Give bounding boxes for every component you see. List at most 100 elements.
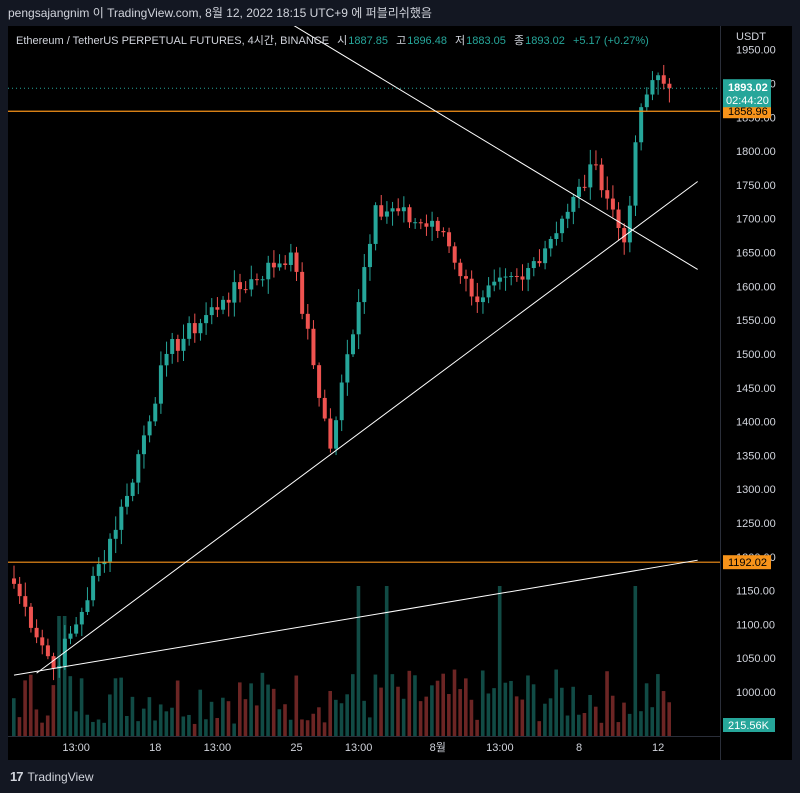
chart-panel[interactable]: 950.001000.001050.001100.001150.001200.0… xyxy=(8,26,792,760)
candle-body xyxy=(260,279,265,281)
low-value: 1883.05 xyxy=(466,35,506,47)
candle-body xyxy=(23,596,28,607)
candle-body xyxy=(271,262,276,268)
candle-body xyxy=(339,382,344,421)
candle-body xyxy=(537,261,542,264)
open-value: 1887.85 xyxy=(348,35,389,47)
volume-bar xyxy=(28,674,33,736)
footer: 17 TradingView xyxy=(0,760,800,793)
volume-bar xyxy=(610,695,615,736)
volume-bar xyxy=(458,689,462,736)
candle-body xyxy=(300,271,305,314)
price-tick-label: 1500.00 xyxy=(736,349,776,361)
volume-bar xyxy=(605,671,609,736)
candle-body xyxy=(40,637,45,646)
price-tick-label: 1350.00 xyxy=(736,450,776,462)
volume-bar xyxy=(543,703,547,736)
volume-bar xyxy=(435,680,440,736)
volume-bar xyxy=(62,616,67,736)
volume-bar xyxy=(503,682,508,736)
volume-bar xyxy=(509,680,513,736)
level-badge xyxy=(723,555,771,570)
volume-bar xyxy=(198,689,203,736)
candle-body xyxy=(79,611,84,625)
volume-bar xyxy=(141,708,146,736)
candle-body xyxy=(458,262,463,277)
volume-bar xyxy=(644,683,649,736)
candle-body xyxy=(130,482,135,496)
tradingview-brand: TradingView xyxy=(27,769,94,784)
volume-bar xyxy=(497,586,502,736)
level-label: 1192.02 xyxy=(728,557,767,569)
chart-background xyxy=(8,26,792,760)
candle-body xyxy=(514,276,519,278)
volume-bar xyxy=(339,703,344,736)
time-tick-label: 13:00 xyxy=(486,742,514,754)
candle-body xyxy=(396,208,401,212)
candle-body xyxy=(475,296,480,303)
volume-bar xyxy=(108,694,112,736)
volume-bar xyxy=(571,686,575,736)
volume-bar xyxy=(288,719,293,736)
volume-bar xyxy=(650,707,655,736)
volume-bar xyxy=(147,697,152,736)
volume-bar xyxy=(113,678,118,736)
candle-body xyxy=(582,186,587,188)
candle-body xyxy=(627,205,632,243)
candle-body xyxy=(599,164,604,191)
time-tick-label: 13:00 xyxy=(345,742,373,754)
candle-body xyxy=(317,365,322,398)
candle-body xyxy=(288,252,293,265)
time-tick-label: 25 xyxy=(290,742,302,754)
candle-body xyxy=(650,80,655,95)
open-label: 시 xyxy=(337,35,348,47)
candle-body xyxy=(238,282,242,290)
candle-body xyxy=(610,198,615,210)
volume-bar xyxy=(311,713,316,736)
candle-body xyxy=(390,208,395,212)
symbol-title[interactable]: Ethereum / TetherUS PERPETUAL FUTURES, 4… xyxy=(16,35,330,47)
volume-bar xyxy=(407,670,412,736)
volume-bar xyxy=(480,670,485,736)
close-label: 종 xyxy=(513,35,525,47)
price-tick-label: 1050.00 xyxy=(736,653,776,665)
publisher-bar: pengsajangnim 이 TradingView.com, 8월 12, … xyxy=(0,0,800,26)
volume-bar xyxy=(238,682,242,736)
volume-bar xyxy=(390,674,395,736)
volume-bar xyxy=(221,697,225,736)
volume-bar xyxy=(51,685,56,736)
candle-body xyxy=(192,323,197,334)
volume-bar xyxy=(305,720,310,736)
volume-bar xyxy=(356,586,361,736)
countdown-label: 02:44:20 xyxy=(726,95,769,107)
volume-bar xyxy=(187,714,191,736)
volume-bar xyxy=(520,699,525,736)
volume-bar xyxy=(23,680,27,736)
candle-body xyxy=(28,606,33,628)
price-tick-label: 1450.00 xyxy=(736,383,776,395)
volume-bar xyxy=(560,687,564,736)
volume-bar xyxy=(12,698,16,736)
level-badge xyxy=(723,104,771,119)
volume-bar xyxy=(351,674,355,736)
candle-body xyxy=(644,94,649,108)
price-tick-label: 1550.00 xyxy=(736,315,776,327)
volume-bar xyxy=(582,712,587,736)
volume-bar xyxy=(17,717,22,736)
candle-body xyxy=(469,278,474,297)
candle-body xyxy=(294,252,299,272)
candle-body xyxy=(418,222,423,224)
tradingview-logo[interactable]: 17 TradingView xyxy=(10,769,94,784)
candle-body xyxy=(74,624,79,634)
volume-badge xyxy=(723,718,775,732)
candle-body xyxy=(667,83,672,89)
volume-bar xyxy=(599,722,604,736)
currency-label[interactable]: USDT xyxy=(736,31,766,43)
volume-bar xyxy=(249,683,253,736)
level-label: 1858.96 xyxy=(728,106,768,118)
price-tick-label: 1000.00 xyxy=(736,687,776,699)
price-chart[interactable]: 950.001000.001050.001100.001150.001200.0… xyxy=(8,26,792,760)
price-tick-label: 1700.00 xyxy=(736,214,776,226)
candle-body xyxy=(141,435,146,455)
ohlc-legend: Ethereum / TetherUS PERPETUAL FUTURES, 4… xyxy=(16,32,649,48)
